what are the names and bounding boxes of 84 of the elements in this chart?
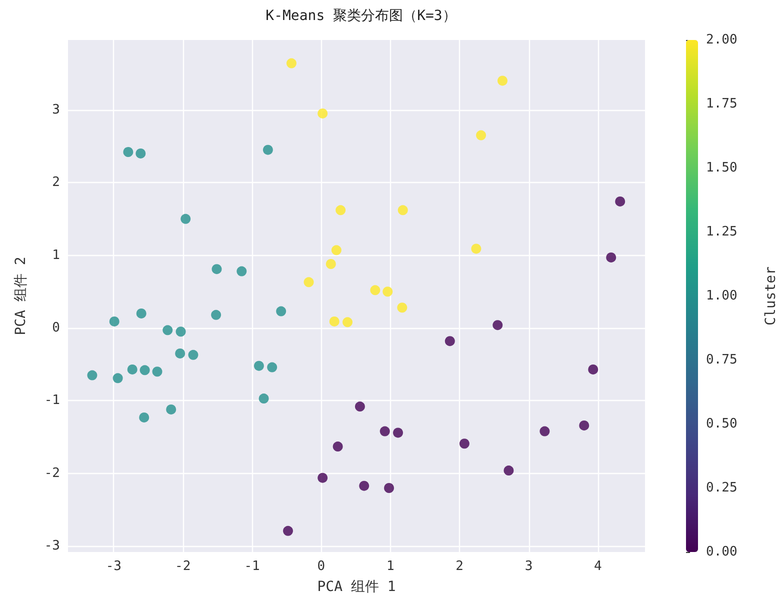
color-bar-label: 1.75	[706, 96, 738, 112]
point	[615, 196, 626, 206]
point	[236, 266, 247, 276]
point	[397, 302, 408, 313]
point	[588, 364, 598, 374]
x-tick-label: -3	[106, 559, 122, 574]
x-tick-label: -2	[175, 559, 191, 574]
x-tick-label: 3	[524, 559, 533, 574]
point	[384, 483, 394, 493]
color-bar-label: 0.50	[706, 416, 738, 432]
y-axis-title: PCA 组件 2	[13, 256, 29, 336]
point	[382, 286, 393, 297]
y-tick-label: 1	[52, 248, 60, 263]
point	[176, 326, 186, 337]
point	[332, 442, 343, 452]
y-tick-label: -1	[44, 393, 60, 408]
point	[87, 370, 98, 380]
point	[267, 362, 278, 372]
color-bar-label: 0.25	[706, 480, 738, 496]
chart-title: K-Means 聚类分布图（K=3）	[266, 8, 456, 24]
point	[492, 320, 503, 330]
point	[127, 364, 138, 374]
point	[112, 373, 123, 384]
point	[393, 428, 404, 438]
point	[283, 526, 294, 536]
point	[109, 316, 120, 326]
x-tick-label: 1	[386, 559, 394, 574]
point	[318, 108, 328, 118]
color-bar-label: 0.75	[706, 352, 738, 368]
point	[579, 420, 590, 430]
point	[258, 394, 269, 404]
point	[370, 285, 380, 296]
point	[254, 360, 264, 371]
point	[140, 365, 150, 376]
y-tick-label: 0	[52, 320, 60, 336]
x-tick-label: 2	[456, 559, 464, 574]
color-bar-label: 1.00	[706, 288, 738, 304]
y-tick-label: -3	[44, 538, 60, 554]
point	[459, 438, 470, 449]
y-tick-label: -2	[44, 466, 60, 481]
point	[606, 252, 616, 262]
color-bar-title: Cluster	[763, 266, 779, 326]
y-tick-label: 3	[52, 102, 60, 118]
x-tick-label: 0	[317, 559, 326, 574]
point	[497, 76, 508, 86]
point	[136, 148, 146, 158]
point	[444, 336, 455, 346]
point	[123, 147, 134, 157]
point	[262, 144, 273, 155]
point	[286, 58, 296, 68]
point	[342, 317, 353, 328]
color-bar-label: 1.50	[706, 160, 738, 176]
point	[166, 404, 176, 414]
point	[329, 316, 340, 326]
point	[326, 259, 336, 269]
point	[471, 244, 482, 254]
point	[175, 348, 186, 358]
point	[136, 308, 146, 318]
point	[540, 426, 550, 436]
point	[359, 480, 370, 491]
point	[504, 466, 514, 476]
y-tick-label: 2	[52, 175, 60, 190]
point	[354, 402, 365, 412]
point	[318, 472, 328, 483]
point	[398, 205, 408, 216]
point	[152, 366, 162, 377]
point	[331, 245, 342, 256]
point	[336, 205, 346, 216]
x-tick-label: -1	[244, 559, 260, 574]
point	[180, 214, 191, 224]
point	[139, 412, 150, 422]
point	[276, 306, 286, 316]
point	[211, 310, 222, 320]
point	[476, 130, 486, 140]
point	[212, 264, 222, 274]
point	[380, 426, 390, 436]
x-tick-label: 4	[594, 559, 602, 574]
point	[304, 277, 314, 288]
point	[162, 325, 173, 336]
color-bar-label: 0.00	[706, 544, 738, 560]
x-axis-title: PCA 组件 1	[317, 579, 396, 595]
point	[188, 350, 198, 360]
color-bar-label: 1.25	[706, 224, 738, 240]
color-bar-label: 2.00	[706, 32, 738, 48]
